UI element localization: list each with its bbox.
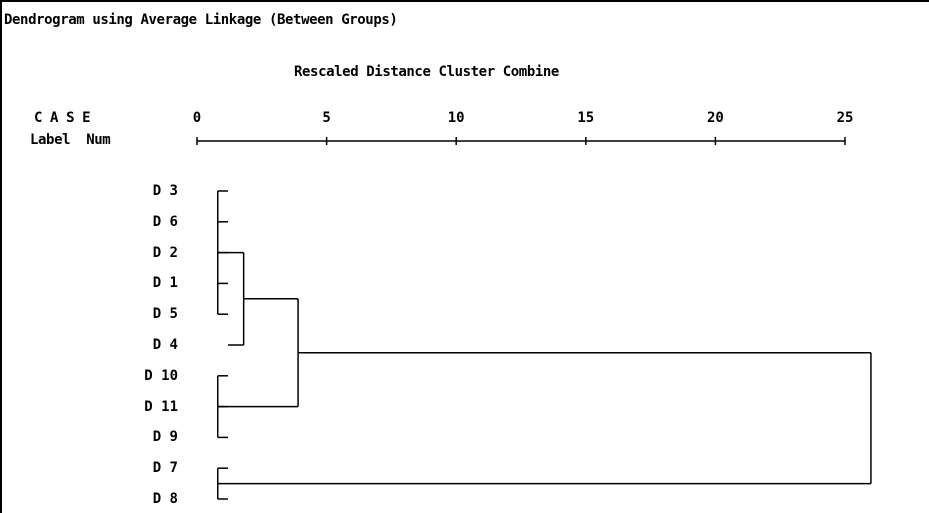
num-column-header: Num — [86, 132, 111, 148]
window-top-border — [0, 0, 929, 2]
case-label: D 3 — [152, 183, 178, 199]
axis-tick-label: 5 — [322, 110, 331, 126]
axis-tick-label: 0 — [192, 110, 202, 126]
label-num-header: Label Num — [30, 132, 111, 148]
case-label: D 1 — [152, 275, 178, 292]
case-label: D 6 — [152, 213, 178, 230]
axis-tick-label: 20 — [706, 110, 724, 126]
case-label: D 9 — [152, 429, 178, 446]
label-column-header: Label — [30, 132, 71, 148]
dendrogram-title: Dendrogram using Average Linkage (Betwee… — [4, 12, 398, 28]
case-label: D 7 — [152, 460, 178, 477]
window-left-border — [0, 0, 2, 513]
case-label: D 10 — [144, 367, 178, 384]
axis-subtitle: Rescaled Distance Cluster Combine — [294, 64, 559, 80]
dendrogram-tree — [216, 190, 872, 500]
case-label: D 2 — [152, 244, 178, 261]
case-label: D 5 — [152, 306, 178, 323]
axis-tick-label: 25 — [836, 110, 854, 126]
case-header: C A S E — [34, 110, 91, 126]
distance-axis — [196, 137, 846, 145]
case-label: D 4 — [152, 337, 178, 353]
axis-tick-label: 10 — [447, 110, 465, 126]
case-label: D 11 — [144, 398, 178, 415]
case-label: D 8 — [152, 491, 178, 507]
axis-tick-label: 15 — [577, 110, 595, 126]
